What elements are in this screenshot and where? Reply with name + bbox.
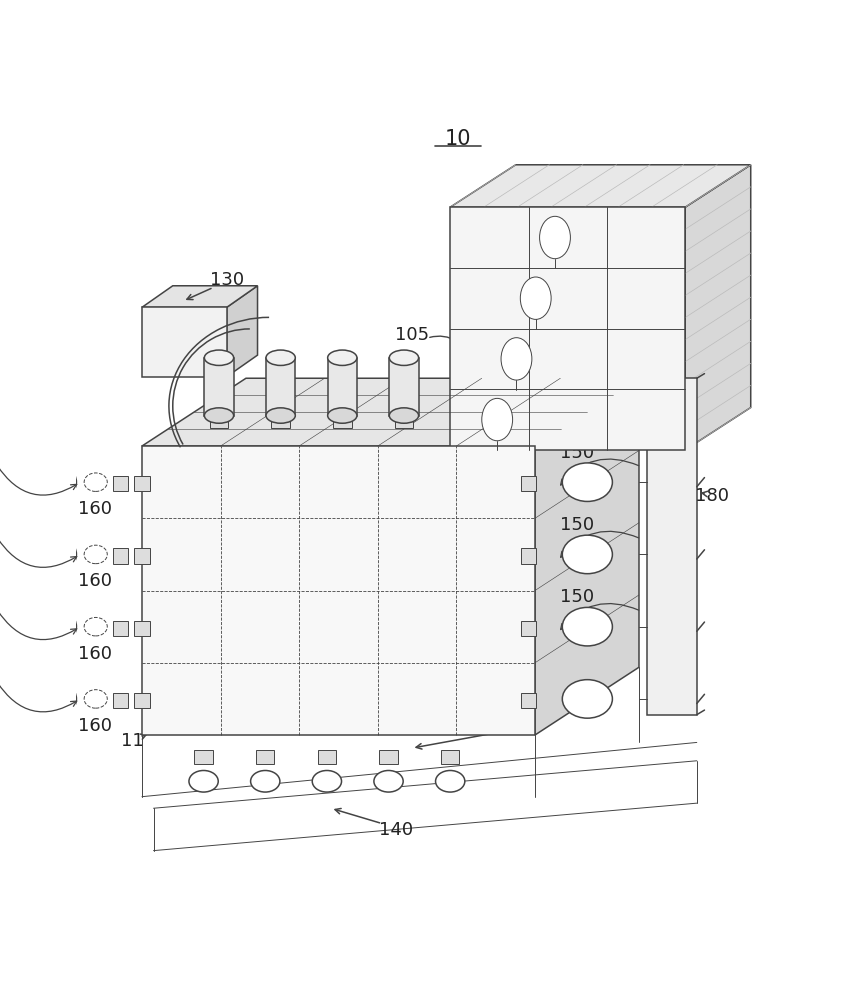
Ellipse shape (30, 680, 77, 717)
Bar (256, 750, 274, 764)
Polygon shape (534, 378, 638, 735)
Ellipse shape (250, 770, 280, 792)
Ellipse shape (501, 338, 531, 380)
Ellipse shape (389, 350, 418, 365)
Text: 160: 160 (78, 645, 112, 663)
Bar (142, 446, 534, 735)
Bar (394, 416, 413, 428)
Bar (271, 416, 289, 428)
Bar (113, 476, 128, 491)
Bar (265, 358, 295, 416)
Ellipse shape (374, 770, 403, 792)
Text: 140: 140 (379, 821, 413, 839)
Text: 180: 180 (694, 487, 728, 505)
Text: 160: 160 (78, 500, 112, 518)
Text: 105: 105 (394, 326, 428, 344)
Bar (520, 548, 536, 564)
Ellipse shape (389, 408, 418, 423)
Text: 100: 100 (452, 252, 486, 270)
Bar (142, 307, 226, 377)
Ellipse shape (204, 350, 234, 365)
Polygon shape (142, 378, 638, 446)
Text: 120: 120 (209, 468, 243, 486)
Text: 10: 10 (444, 129, 471, 149)
Ellipse shape (539, 216, 570, 259)
Bar (113, 693, 128, 708)
Ellipse shape (328, 350, 357, 365)
Ellipse shape (561, 535, 612, 574)
Bar (134, 621, 149, 636)
Bar (520, 476, 536, 491)
Bar (450, 207, 684, 450)
Text: 160: 160 (78, 717, 112, 735)
Ellipse shape (30, 608, 77, 645)
Ellipse shape (30, 536, 77, 573)
Ellipse shape (435, 770, 464, 792)
Ellipse shape (328, 408, 357, 423)
Text: 150: 150 (560, 588, 594, 606)
Bar (389, 358, 418, 416)
Bar (194, 750, 212, 764)
Text: 130: 130 (209, 271, 243, 289)
Ellipse shape (519, 277, 550, 319)
Ellipse shape (561, 607, 612, 646)
Bar (134, 548, 149, 564)
Bar (379, 750, 397, 764)
Text: 160: 160 (78, 572, 112, 590)
Polygon shape (226, 286, 258, 377)
Bar (328, 358, 357, 416)
Bar (317, 750, 336, 764)
Bar (333, 416, 351, 428)
Ellipse shape (561, 463, 612, 501)
Text: 150: 150 (560, 516, 594, 534)
Ellipse shape (481, 398, 512, 441)
Bar (113, 548, 128, 564)
Bar (210, 416, 228, 428)
Polygon shape (450, 165, 750, 207)
Bar (520, 693, 536, 708)
Text: 140: 140 (498, 718, 532, 736)
Polygon shape (142, 286, 258, 307)
Text: 150: 150 (560, 444, 594, 462)
Text: 110: 110 (363, 691, 397, 709)
Ellipse shape (30, 464, 77, 501)
Ellipse shape (561, 680, 612, 718)
Text: 120: 120 (178, 688, 212, 706)
Text: 11: 11 (120, 732, 143, 750)
Bar (646, 378, 696, 715)
Text: 110: 110 (351, 468, 386, 486)
Ellipse shape (189, 770, 218, 792)
Polygon shape (684, 165, 750, 450)
Bar (520, 621, 536, 636)
Ellipse shape (312, 770, 341, 792)
Bar (134, 693, 149, 708)
Bar (134, 476, 149, 491)
Ellipse shape (265, 350, 295, 365)
Bar (204, 358, 234, 416)
Ellipse shape (265, 408, 295, 423)
Bar (440, 750, 459, 764)
Ellipse shape (204, 408, 234, 423)
Bar (113, 621, 128, 636)
